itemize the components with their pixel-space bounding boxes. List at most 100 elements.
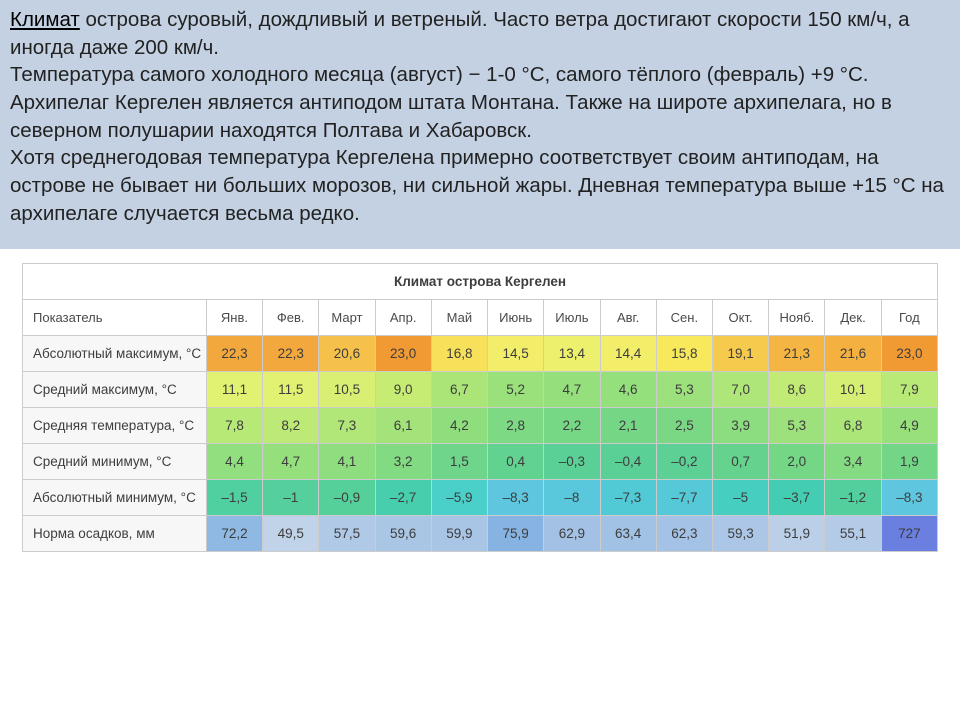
data-cell: –8,3 xyxy=(488,480,544,516)
table-row: Средний минимум, °C4,44,74,13,21,50,4–0,… xyxy=(23,444,938,480)
data-cell: –8,3 xyxy=(881,480,937,516)
data-cell: 23,0 xyxy=(881,336,937,372)
month-header: Июль xyxy=(544,300,600,336)
data-cell: 2,1 xyxy=(600,408,656,444)
data-cell: 14,4 xyxy=(600,336,656,372)
data-cell: 10,5 xyxy=(319,372,375,408)
data-cell: 55,1 xyxy=(825,516,881,552)
month-header: Май xyxy=(431,300,487,336)
data-cell: 1,9 xyxy=(881,444,937,480)
data-cell: 72,2 xyxy=(206,516,262,552)
month-header: Фев. xyxy=(263,300,319,336)
intro-p2: Температура самого холодного месяца (авг… xyxy=(10,63,869,86)
data-cell: 51,9 xyxy=(769,516,825,552)
row-label: Средняя температура, °C xyxy=(23,408,207,444)
data-cell: 49,5 xyxy=(263,516,319,552)
data-cell: 4,9 xyxy=(881,408,937,444)
data-cell: 7,0 xyxy=(712,372,768,408)
data-cell: 2,2 xyxy=(544,408,600,444)
climate-table: Климат острова Кергелен Показатель Янв.Ф… xyxy=(22,263,938,552)
month-header: Апр. xyxy=(375,300,431,336)
data-cell: 22,3 xyxy=(206,336,262,372)
table-header-row: Показатель Янв.Фев.МартАпр.МайИюньИюльАв… xyxy=(23,300,938,336)
data-cell: 57,5 xyxy=(319,516,375,552)
table-caption: Климат острова Кергелен xyxy=(23,264,938,300)
data-cell: –1,5 xyxy=(206,480,262,516)
table-row: Абсолютный минимум, °C–1,5–1–0,9–2,7–5,9… xyxy=(23,480,938,516)
data-cell: 4,1 xyxy=(319,444,375,480)
data-cell: 8,6 xyxy=(769,372,825,408)
intro-p4: Хотя среднегодовая температура Кергелена… xyxy=(10,146,944,224)
table-body: Абсолютный максимум, °C22,322,320,623,01… xyxy=(23,336,938,552)
data-cell: –2,7 xyxy=(375,480,431,516)
data-cell: 2,8 xyxy=(488,408,544,444)
data-cell: 6,7 xyxy=(431,372,487,408)
data-cell: 21,6 xyxy=(825,336,881,372)
intro-p1: острова суровый, дождливый и ветреный. Ч… xyxy=(10,8,910,59)
data-cell: –1,2 xyxy=(825,480,881,516)
month-header: Год xyxy=(881,300,937,336)
month-header: Нояб. xyxy=(769,300,825,336)
data-cell: 16,8 xyxy=(431,336,487,372)
month-header: Янв. xyxy=(206,300,262,336)
data-cell: 22,3 xyxy=(263,336,319,372)
data-cell: 5,3 xyxy=(769,408,825,444)
data-cell: 0,4 xyxy=(488,444,544,480)
data-cell: 727 xyxy=(881,516,937,552)
month-header: Авг. xyxy=(600,300,656,336)
data-cell: –0,2 xyxy=(656,444,712,480)
data-cell: 9,0 xyxy=(375,372,431,408)
data-cell: 59,9 xyxy=(431,516,487,552)
data-cell: –7,3 xyxy=(600,480,656,516)
data-cell: 4,4 xyxy=(206,444,262,480)
data-cell: 4,2 xyxy=(431,408,487,444)
row-label: Абсолютный максимум, °C xyxy=(23,336,207,372)
indicator-col-header: Показатель xyxy=(23,300,207,336)
data-cell: 75,9 xyxy=(488,516,544,552)
table-row: Средняя температура, °C7,88,27,36,14,22,… xyxy=(23,408,938,444)
data-cell: –5 xyxy=(712,480,768,516)
row-label: Абсолютный минимум, °C xyxy=(23,480,207,516)
data-cell: 5,2 xyxy=(488,372,544,408)
data-cell: 59,6 xyxy=(375,516,431,552)
data-cell: 19,1 xyxy=(712,336,768,372)
data-cell: 21,3 xyxy=(769,336,825,372)
data-cell: –0,3 xyxy=(544,444,600,480)
data-cell: –8 xyxy=(544,480,600,516)
data-cell: 4,7 xyxy=(263,444,319,480)
data-cell: 1,5 xyxy=(431,444,487,480)
table-row: Средний максимум, °C11,111,510,59,06,75,… xyxy=(23,372,938,408)
data-cell: 5,3 xyxy=(656,372,712,408)
table-row: Абсолютный максимум, °C22,322,320,623,01… xyxy=(23,336,938,372)
intro-p3: Архипелаг Кергелен является антиподом шт… xyxy=(10,91,892,142)
data-cell: 3,2 xyxy=(375,444,431,480)
data-cell: 62,9 xyxy=(544,516,600,552)
data-cell: 4,6 xyxy=(600,372,656,408)
table-row: Норма осадков, мм72,249,557,559,659,975,… xyxy=(23,516,938,552)
data-cell: 7,8 xyxy=(206,408,262,444)
climate-table-wrap: Климат острова Кергелен Показатель Янв.Ф… xyxy=(0,249,960,552)
data-cell: 2,5 xyxy=(656,408,712,444)
data-cell: 8,2 xyxy=(263,408,319,444)
data-cell: 3,9 xyxy=(712,408,768,444)
data-cell: 10,1 xyxy=(825,372,881,408)
data-cell: 63,4 xyxy=(600,516,656,552)
climate-link[interactable]: Климат xyxy=(10,8,80,31)
data-cell: 6,1 xyxy=(375,408,431,444)
data-cell: 13,4 xyxy=(544,336,600,372)
data-cell: 14,5 xyxy=(488,336,544,372)
data-cell: –0,4 xyxy=(600,444,656,480)
data-cell: 23,0 xyxy=(375,336,431,372)
month-header: Сен. xyxy=(656,300,712,336)
data-cell: 62,3 xyxy=(656,516,712,552)
climate-intro: Климат острова суровый, дождливый и ветр… xyxy=(0,0,960,249)
row-label: Средний максимум, °C xyxy=(23,372,207,408)
data-cell: 11,1 xyxy=(206,372,262,408)
data-cell: 59,3 xyxy=(712,516,768,552)
month-header: Окт. xyxy=(712,300,768,336)
month-header: Март xyxy=(319,300,375,336)
row-label: Средний минимум, °C xyxy=(23,444,207,480)
data-cell: 7,3 xyxy=(319,408,375,444)
data-cell: –5,9 xyxy=(431,480,487,516)
data-cell: 3,4 xyxy=(825,444,881,480)
